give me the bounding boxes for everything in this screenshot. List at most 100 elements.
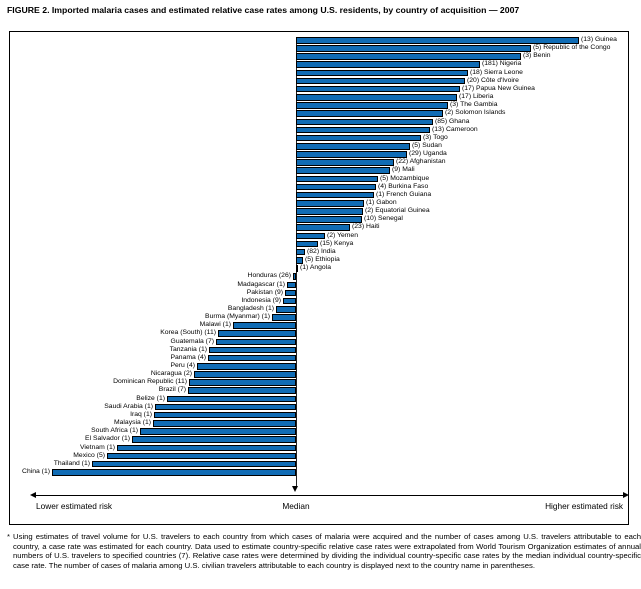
bar xyxy=(276,305,296,313)
bar xyxy=(296,85,460,93)
bar xyxy=(296,175,378,183)
bar xyxy=(216,338,296,346)
chart-box: Lower estimated risk Median Higher estim… xyxy=(9,31,629,525)
bar xyxy=(293,273,296,280)
bar xyxy=(296,232,325,240)
bar-label: (15) Kenya xyxy=(320,239,354,247)
bar-label: Pakistan (9) xyxy=(246,288,283,296)
bar xyxy=(283,297,296,305)
bar-label: Vietnam (1) xyxy=(79,443,115,451)
bar xyxy=(296,183,376,191)
bar xyxy=(296,69,468,77)
bar-label: (5) Republic of the Congo xyxy=(533,44,611,52)
bar xyxy=(285,289,296,297)
bar xyxy=(209,346,296,354)
bar xyxy=(296,37,579,44)
plot-area: Lower estimated risk Median Higher estim… xyxy=(10,32,629,524)
bar-label: Malawi (1) xyxy=(199,321,231,329)
bar xyxy=(296,151,407,158)
bar-label: Panama (4) xyxy=(170,353,206,361)
bar xyxy=(296,240,318,248)
bar-label: (13) Guinea xyxy=(581,36,617,43)
bar-label: Korea (South) (11) xyxy=(160,329,216,337)
bar-label: (18) Sierra Leone xyxy=(470,68,523,76)
bar-label: Dominican Republic (11) xyxy=(113,378,187,386)
median-arrowhead-icon xyxy=(292,486,298,492)
bar-label: El Salvador (1) xyxy=(85,435,130,443)
bar-label: Thailand (1) xyxy=(53,459,90,467)
bar-label: (29) Uganda xyxy=(409,150,447,158)
bar-label: South Africa (1) xyxy=(91,427,138,435)
bar xyxy=(296,94,457,101)
bar-label: Nicaragua (2) xyxy=(150,370,192,378)
bar-label: (23) Haiti xyxy=(352,223,380,231)
bar xyxy=(296,159,394,166)
axis-arrow-line xyxy=(36,495,623,496)
bar-label: Tanzania (1) xyxy=(169,345,207,353)
bar-label: Saudi Arabia (1) xyxy=(104,402,153,410)
bar-label: (20) Côte d'Ivoire xyxy=(467,76,519,84)
bar-label: Burma (Myanmar) (1) xyxy=(205,313,270,321)
bar-label: (17) Papua New Guinea xyxy=(462,84,535,92)
bar xyxy=(296,191,374,199)
bar-label: (5) Sudan xyxy=(412,141,442,149)
bar-label: (5) Mozambique xyxy=(380,174,430,182)
bar-label: (4) Burkina Faso xyxy=(378,182,429,190)
bar-label: Guatemala (7) xyxy=(170,337,214,345)
bar xyxy=(296,208,363,215)
bar xyxy=(296,216,362,223)
bar xyxy=(189,379,296,386)
axis-label-higher: Higher estimated risk xyxy=(545,501,623,511)
footnote: * Using estimates of travel volume for U… xyxy=(7,532,641,571)
bar xyxy=(140,428,296,435)
bar-label: Madagascar (1) xyxy=(237,280,285,288)
bar xyxy=(167,395,296,403)
bar-label: (9) Mali xyxy=(392,166,415,174)
bar xyxy=(218,330,296,337)
bar-label: (3) The Gambia xyxy=(450,101,498,109)
bar-label: (10) Senegal xyxy=(364,215,403,223)
bar xyxy=(287,281,296,289)
bar xyxy=(197,363,296,370)
bar-label: Belize (1) xyxy=(136,394,165,402)
bar xyxy=(153,420,296,427)
bar-label: (1) Angola xyxy=(300,264,331,272)
bar xyxy=(154,411,296,419)
bar xyxy=(107,452,296,460)
bar xyxy=(296,257,303,264)
bar xyxy=(296,126,430,134)
bar-label: Bangladesh (1) xyxy=(227,304,274,312)
bar xyxy=(52,468,296,476)
bar xyxy=(117,444,296,452)
bar-label: Indonesia (9) xyxy=(241,296,281,304)
bar-label: Honduras (26) xyxy=(247,272,291,280)
bar-label: (82) India xyxy=(307,247,336,255)
bar-label: (1) Gabon xyxy=(366,199,397,206)
bar-label: (13) Cameroon xyxy=(432,125,478,133)
bar xyxy=(194,371,296,378)
bar-label: (181) Nigeria xyxy=(482,60,522,68)
bar xyxy=(92,460,296,468)
bar xyxy=(132,436,296,443)
bar xyxy=(296,224,350,232)
bar xyxy=(296,53,521,60)
axis-arrowhead-right-icon xyxy=(623,492,629,499)
bar xyxy=(296,61,480,69)
bar xyxy=(272,314,296,321)
bar xyxy=(296,110,443,117)
bar xyxy=(296,200,364,207)
bar-label: Brazil (7) xyxy=(158,386,186,394)
bar xyxy=(296,102,448,109)
bar xyxy=(296,45,531,52)
bar-label: (1) French Guiana xyxy=(376,190,432,198)
bar-label: Malaysia (1) xyxy=(113,419,151,427)
bar xyxy=(296,134,421,142)
bar-label: (3) Benin xyxy=(523,52,551,60)
bar-label: (2) Solomon Islands xyxy=(445,109,506,117)
bar xyxy=(233,322,296,329)
bar xyxy=(208,354,296,362)
bar-label: (3) Togo xyxy=(423,133,448,141)
bar-label: Peru (4) xyxy=(170,362,195,369)
axis-label-lower: Lower estimated risk xyxy=(36,501,113,511)
bar xyxy=(296,77,465,85)
